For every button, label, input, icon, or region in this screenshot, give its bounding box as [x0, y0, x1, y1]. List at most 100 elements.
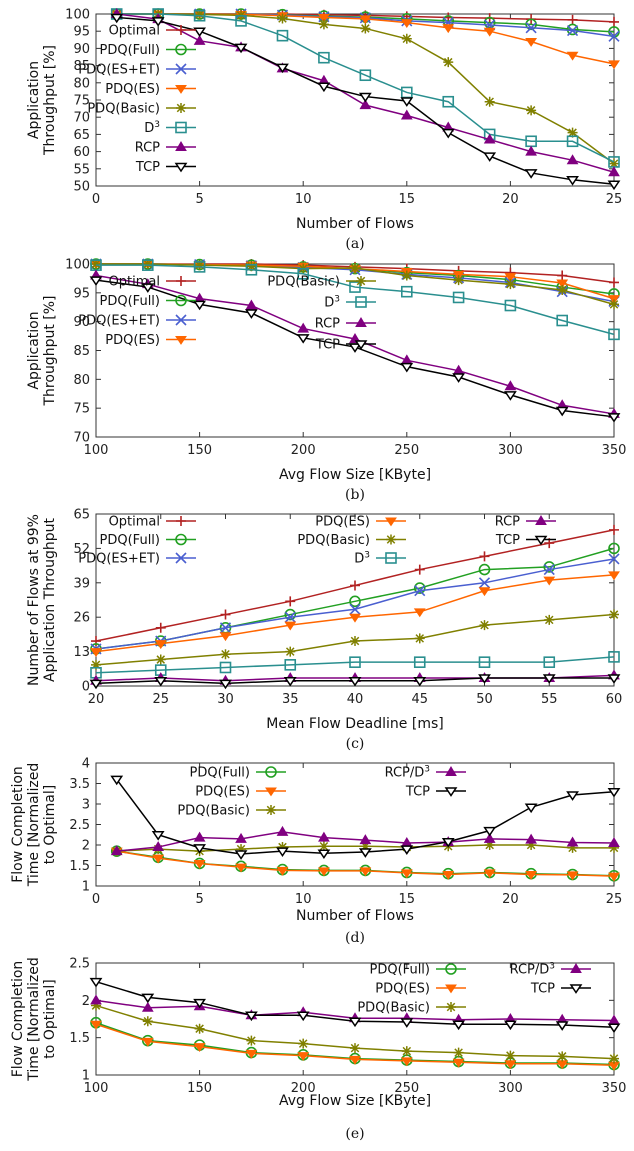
data-point-tcp	[524, 803, 538, 814]
legend-label-d3: D3	[144, 120, 160, 136]
legend-label-pdq-es: PDQ(ES)	[195, 785, 250, 800]
data-point-pdq-es	[90, 1020, 102, 1030]
data-point-d3	[349, 656, 361, 668]
panel-label: (a)	[345, 236, 364, 252]
x-axis-label: Number of Flows	[296, 908, 414, 924]
legend: Optimal PDQ(Full) PDQ(ES+ET) PDQ(ES) PDQ(Bas…	[78, 24, 196, 175]
y-axis-label: Application Throughput	[42, 517, 58, 682]
legend-label-tcp: TCP	[405, 785, 430, 800]
data-point-pdq-es	[442, 24, 455, 34]
legend-label-tcp: TCP	[315, 338, 340, 353]
series-tcp	[110, 13, 621, 191]
data-point-pdq-basic	[609, 842, 619, 853]
data-point-pdq-basic	[401, 1046, 412, 1057]
data-point-tcp	[234, 850, 248, 860]
legend-label-pdq-full: PDQ(Full)	[370, 963, 430, 978]
data-point-tcp	[296, 1011, 310, 1022]
series-pdq-basic	[91, 1000, 619, 1064]
y-tick-label: 26	[73, 611, 90, 626]
legend-label-pdq-es: PDQ(ES)	[105, 333, 160, 348]
data-point-tcp	[400, 97, 414, 107]
series-optimal	[91, 524, 619, 647]
data-point-pdq-basic	[142, 1016, 153, 1027]
data-point-rcp-d3	[525, 833, 537, 844]
legend: PDQ(Full) PDQ(ES) PDQ(Basic) RCP/D3 TCP	[357, 962, 591, 1016]
x-tick-label: 350	[602, 443, 627, 458]
data-point-pdq-es	[359, 867, 372, 877]
y-tick-label: 95	[73, 25, 90, 40]
data-point-tcp	[503, 1020, 517, 1031]
y-tick-label: 2	[82, 994, 90, 1009]
data-point-rcp-d3	[152, 841, 165, 852]
y-tick-label: 0	[82, 680, 90, 695]
x-tick-label: 20	[502, 892, 519, 907]
legend-marker-optimal	[176, 276, 186, 286]
series-tcp	[110, 775, 621, 860]
legend-marker-pdq-basic	[356, 276, 366, 286]
y-tick-label: 2	[82, 839, 90, 854]
data-point-rcp-d3	[483, 832, 496, 843]
data-point-tcp	[503, 391, 517, 401]
y-tick-label: 50	[73, 180, 90, 195]
data-point-pdq-basic	[567, 127, 578, 138]
data-point-pdq-es	[608, 872, 620, 882]
data-point-pdq-basic	[484, 96, 495, 107]
data-point-pdq-es	[442, 871, 455, 880]
data-point-pdq-es	[452, 1058, 465, 1068]
data-point-pdq-basic	[557, 1051, 568, 1062]
y-tick-label: 60	[73, 145, 90, 160]
data-point-pdq-basic	[401, 33, 412, 44]
x-tick-label: 250	[394, 443, 419, 458]
series-tcp	[89, 276, 621, 423]
legend-marker-pdq-full	[175, 294, 187, 307]
legend-marker-rcp	[355, 317, 367, 327]
data-point-tcp	[607, 413, 621, 423]
legend-marker-pdq-basic	[446, 1002, 456, 1012]
data-point-d3	[318, 51, 330, 64]
legend-label-optimal: Optimal	[109, 275, 160, 290]
x-axis-label: Avg Flow Size [KByte]	[279, 467, 431, 483]
data-point-pdq-basic	[414, 633, 425, 644]
legend-label-pdq-full: PDQ(Full)	[100, 43, 160, 58]
plot-frame	[95, 762, 615, 887]
data-point-pdq-full	[525, 18, 537, 31]
data-point-pdq-basic	[236, 844, 247, 855]
legend-label-optimal: Optimal	[109, 24, 160, 39]
data-point-pdq-es	[566, 51, 579, 61]
data-point-pdq-es	[556, 279, 569, 289]
data-point-rcp	[483, 133, 496, 144]
x-tick-label: 0	[92, 892, 100, 907]
data-point-pdq-full	[349, 595, 361, 608]
x-tick-label: 40	[347, 692, 364, 707]
data-point-tcp	[193, 844, 207, 854]
data-point-rcp-d3	[141, 1001, 154, 1012]
data-point-d3	[478, 656, 491, 668]
y-axis-label: to Optimal]	[42, 979, 58, 1058]
data-point-pdq-basic	[443, 57, 454, 68]
data-point-pdq-es	[525, 871, 538, 880]
legend-label-rcp-d3: RCP/D3	[385, 765, 430, 781]
data-point-rcp	[504, 380, 517, 391]
data-point-pdq-basic	[194, 260, 205, 271]
data-point-tcp	[400, 845, 414, 855]
x-tick-label: 10	[295, 192, 312, 207]
x-tick-label: 45	[411, 692, 428, 707]
data-point-tcp	[358, 92, 372, 103]
data-point-pdq-full	[284, 608, 297, 621]
data-point-pdq-es	[483, 869, 496, 879]
chart-3: 0 13 26 39 52 65 20 25 30 35 40 45 50 55 60 Mean Flow D…	[26, 508, 622, 753]
legend-label-rcp: RCP	[135, 141, 160, 156]
data-point-pdq-basic	[526, 105, 537, 116]
data-point-pdq-full	[543, 561, 556, 573]
data-point-tcp	[89, 276, 103, 286]
legend-marker-pdq-full	[265, 766, 277, 778]
data-point-d3	[193, 9, 206, 22]
x-tick-label: 5	[195, 892, 203, 907]
y-tick-label: 80	[73, 76, 90, 91]
data-point-rcp	[400, 109, 413, 120]
data-point-pdq-es	[219, 632, 232, 642]
data-point-tcp	[542, 674, 556, 684]
data-point-pdq-basic	[350, 263, 360, 274]
data-point-pdq-es	[154, 640, 167, 650]
data-point-pdq-basic	[246, 1035, 257, 1046]
